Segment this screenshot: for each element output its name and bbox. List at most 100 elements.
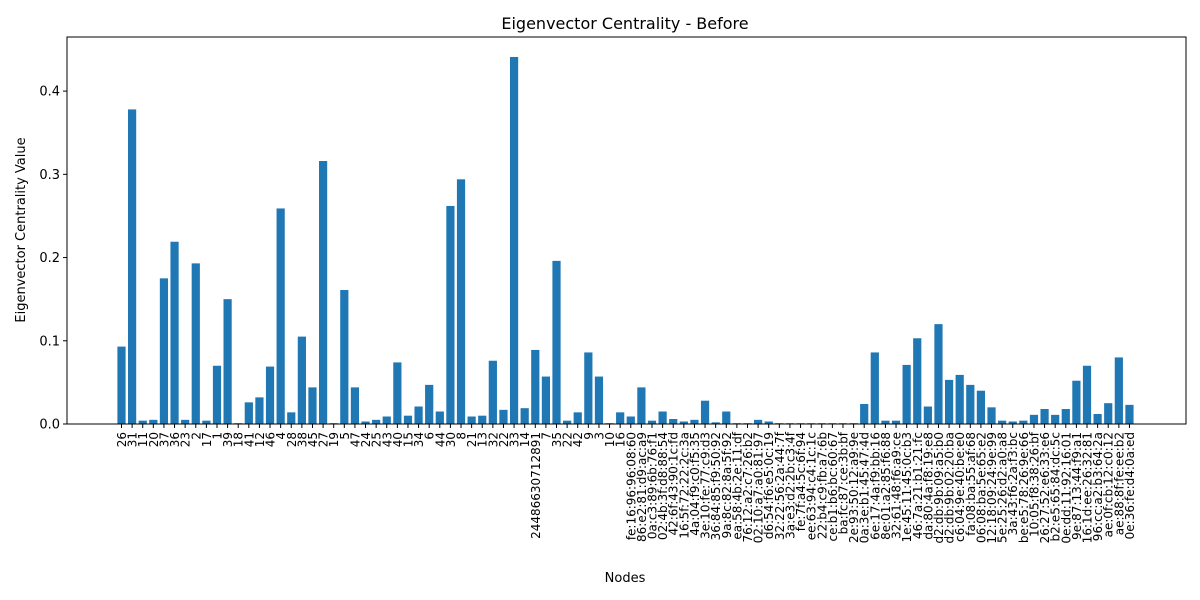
x-tick-label: ae:0f:cb:12:c0:12 (1102, 432, 1116, 537)
x-tick-label: 28 (285, 432, 299, 447)
bar-26 (393, 362, 402, 424)
x-tick-label: 12:18:09:24:9e:99 (985, 432, 999, 544)
bar-70 (860, 404, 869, 424)
x-tick-label: 20 (147, 432, 161, 447)
bar-89 (1061, 409, 1070, 424)
x-tick-label: 37 (157, 432, 171, 447)
bar-40 (541, 376, 550, 424)
bar-88 (1051, 414, 1060, 424)
bar-3 (149, 419, 158, 424)
x-tick-label: 10:05:f8:38:26:bf (1027, 431, 1041, 537)
bar-15 (276, 208, 285, 424)
bar-72 (881, 420, 890, 424)
y-tick-label: 0.3 (39, 168, 60, 183)
x-tick-label: 25 (370, 432, 384, 447)
bar-74 (902, 364, 911, 424)
x-tick-label: 1e:45:11:45:0c:b3 (900, 432, 914, 543)
x-tick-label: ea:58:4b:2e:11:df (730, 431, 744, 539)
x-tick-label: 42:6f:43:90:1c:fd (667, 432, 681, 536)
x-tick-label: 46:7a:21:b1:21:fc (911, 432, 925, 539)
x-tick-label: 2e:93:50:12:a9:9e (847, 432, 861, 543)
bar-17 (297, 336, 306, 424)
x-tick-label: 86:e2:81:d9:ac:a9 (635, 432, 649, 542)
x-tick-label: da:80:4a:f8:19:e8 (921, 432, 935, 540)
bar-91 (1082, 365, 1092, 424)
x-tick-label: 16:1d:ee:26:32:81 (1081, 432, 1095, 543)
bar-48 (626, 416, 635, 424)
bar-13 (255, 397, 264, 424)
bar-78 (944, 379, 954, 424)
bar-49 (637, 387, 646, 424)
x-tick-label: c6:04:9e:40:be:e0 (953, 432, 967, 542)
x-tick-label: 32:22:56:2a:44:7f (773, 431, 787, 540)
x-tick-label: 3a:e3:d2:2b:c3:4f (783, 431, 797, 539)
x-tick-label: 12 (253, 432, 267, 447)
x-tick-label: d6:54:f6:e5:0c:19 (762, 432, 776, 539)
bar-4 (159, 278, 169, 424)
bar-35 (488, 360, 497, 424)
x-tick-label: 44 (433, 432, 447, 447)
bar-85 (1019, 420, 1028, 424)
x-tick-label: 14 (518, 432, 532, 447)
bar-56 (711, 422, 720, 424)
bar-18 (308, 387, 317, 424)
x-tick-label: 06:08:ba:5e:65:e2 (974, 432, 988, 543)
x-tick-label: 21 (465, 432, 479, 447)
x-tick-label: 7 (539, 432, 553, 440)
bar-53 (679, 421, 688, 424)
x-tick-label: d2:db:9b:02:20:ba (943, 432, 957, 543)
bar-61 (764, 421, 773, 424)
y-tick-label: 0.2 (39, 251, 60, 266)
bar-41 (552, 260, 561, 424)
bar-28 (414, 406, 423, 424)
bar-42 (563, 420, 572, 424)
bar-84 (1008, 421, 1017, 424)
bar-32 (456, 179, 466, 424)
y-axis: 0.0 0.1 0.2 0.3 0.4 (39, 85, 67, 433)
bar-57 (722, 411, 731, 424)
bar-2 (138, 420, 147, 424)
chart-title: Eigenvector Centrality - Before (501, 14, 748, 33)
bar-73 (891, 420, 901, 424)
x-tick-label: 16:5f:72:22:2c:3a (677, 432, 691, 539)
x-tick-label: 33 (508, 432, 522, 447)
x-tick-label: 02:10:a7:a0:81:97 (752, 432, 766, 543)
x-tick-label: 40 (391, 432, 405, 447)
x-axis: 2631112037362321713918411246428384527195… (115, 424, 1137, 544)
bar-29 (425, 384, 434, 424)
bar-93 (1104, 403, 1113, 424)
bar-33 (467, 416, 476, 424)
x-tick-label: 45 (306, 432, 320, 447)
x-tick-label: 23 (179, 432, 193, 447)
x-tick-label: 32:61:48:f6:a9:ce (890, 432, 904, 539)
bar-79 (955, 374, 964, 424)
x-tick-label: ae:88:8f:fe:ee:b2 (1112, 432, 1126, 535)
bar-80 (966, 384, 975, 424)
x-tick-label: ce:b1:b6:bc:60:67 (826, 432, 840, 541)
x-tick-label: 0a:c3:89:6b:76:f1 (646, 432, 660, 539)
x-tick-label: 3e:10:fe:77:c9:d3 (699, 432, 713, 539)
x-tick-label: 41 (242, 432, 256, 447)
bar-24 (372, 419, 381, 424)
bar-82 (987, 407, 996, 424)
x-tick-label: 26:27:52:e6:33:e6 (1038, 432, 1052, 543)
x-tick-label: ee:63:94:c4:1c:1c (805, 432, 819, 540)
x-tick-label: 9a:8c:82:8a:5f:92 (720, 432, 734, 538)
bar-30 (435, 411, 444, 424)
x-tick-label: 27 (317, 432, 331, 447)
bar-83 (998, 420, 1007, 424)
bar-38 (520, 408, 529, 424)
x-tick-label: 76:12:a2:c7:26:b2 (741, 432, 755, 543)
bar-37 (509, 56, 519, 424)
bar-86 (1029, 414, 1039, 424)
x-tick-label: 5 (338, 432, 352, 440)
bar-87 (1040, 409, 1049, 424)
bar-14 (265, 366, 275, 424)
x-tick-label: 11 (136, 432, 150, 447)
x-tick-label: 38 (295, 432, 309, 447)
x-tick-label: 19 (327, 432, 341, 447)
x-tick-label: 30 (444, 432, 458, 447)
x-tick-label: 96:cc:a2:b3:64:2a (1091, 432, 1105, 541)
x-tick-label: 02:4b:3f:d8:88:54 (656, 432, 670, 540)
